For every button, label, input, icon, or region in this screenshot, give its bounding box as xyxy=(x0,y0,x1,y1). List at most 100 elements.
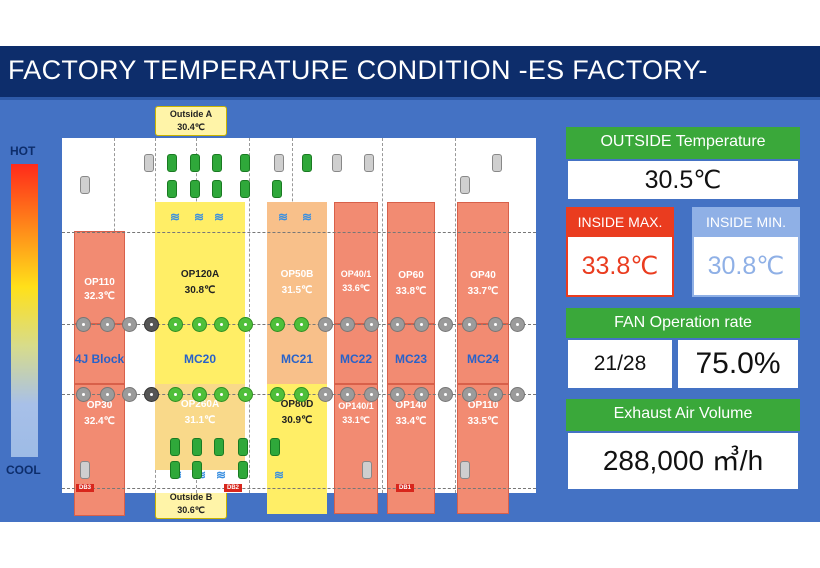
title-bar: FACTORY TEMPERATURE CONDITION -ES FACTOR… xyxy=(0,46,820,100)
db3-label: DB3 xyxy=(76,484,95,492)
exhaust-fan-icon xyxy=(238,461,248,479)
inside-max-panel: INSIDE MAX. 33.8℃ xyxy=(566,207,674,297)
zone-temp: 33.6℃ xyxy=(342,283,370,293)
zone-name: OP40/1 xyxy=(340,269,372,279)
ceiling-fan-icon xyxy=(270,317,285,332)
zone-temp: 32.3℃ xyxy=(84,291,115,302)
exhaust-fan-icon xyxy=(170,438,180,456)
zone-temp: 33.5℃ xyxy=(467,416,499,427)
outside-a-name: Outside A xyxy=(169,109,213,119)
exhaust-fan-icon xyxy=(214,438,224,456)
scale-cool-label: COOL xyxy=(6,463,41,477)
airflow-icon: ≋ xyxy=(170,210,181,224)
exhaust-fan-icon xyxy=(238,438,248,456)
ceiling-fan-icon xyxy=(438,317,453,332)
zone-name: OP60 xyxy=(398,270,424,281)
outside-temperature-label: OUTSIDE Temperature xyxy=(566,127,800,159)
zone-op110-top: OP110 32.3℃ xyxy=(74,231,125,324)
duct-icon xyxy=(492,154,502,172)
exhaust-air-panel: Exhaust Air Volume 288,000 ㎥/h xyxy=(566,399,800,491)
mc-4j-block: 4J Block xyxy=(74,352,125,366)
exhaust-fan-icon xyxy=(167,180,177,198)
ceiling-fan-icon xyxy=(390,387,405,402)
zone-op140: OP140 33.4℃ xyxy=(387,384,435,514)
ceiling-fan-icon xyxy=(488,387,503,402)
zone-temp: 30.8℃ xyxy=(184,285,216,296)
ceiling-fan-icon xyxy=(318,317,333,332)
airflow-icon: ≋ xyxy=(194,210,205,224)
scale-hot-label: HOT xyxy=(10,144,36,158)
fan-operation-count: 21/28 xyxy=(568,340,672,388)
zone-op60: OP60 33.8℃ xyxy=(387,202,435,324)
zone-temp: 33.1℃ xyxy=(342,415,370,425)
ceiling-fan-icon xyxy=(122,317,137,332)
duct-icon xyxy=(362,461,372,479)
zone-op120a: OP120A 30.8℃ xyxy=(155,202,245,324)
ceiling-fan-icon xyxy=(488,317,503,332)
exhaust-fan-icon xyxy=(272,180,282,198)
ceiling-fan-icon xyxy=(192,387,207,402)
duct-icon xyxy=(80,176,90,194)
zone-temp: 33.4℃ xyxy=(395,416,427,427)
inside-min-label: INSIDE MIN. xyxy=(705,214,787,230)
outside-temperature-value: 30.5℃ xyxy=(568,161,798,199)
ceiling-fan-icon xyxy=(340,387,355,402)
ceiling-fan-icon xyxy=(364,317,379,332)
zone-temp: 31.5℃ xyxy=(281,285,313,296)
ceiling-fan-icon xyxy=(214,317,229,332)
ceiling-fan-icon xyxy=(364,387,379,402)
ceiling-fan-icon xyxy=(294,387,309,402)
duct-icon xyxy=(460,461,470,479)
outside-a-tag: Outside A 30.4℃ xyxy=(155,106,227,136)
ceiling-fan-icon xyxy=(144,387,159,402)
exhaust-fan-icon xyxy=(167,154,177,172)
zone-name: OP30 xyxy=(86,400,113,411)
zone-op110-bottom: OP110 33.5℃ xyxy=(457,384,509,514)
zone-temp: 31.1℃ xyxy=(184,415,216,426)
zone-op30: OP30 32.4℃ xyxy=(74,384,125,516)
zone-name: OP140/1 xyxy=(338,401,374,411)
exhaust-fan-icon xyxy=(192,438,202,456)
ceiling-fan-icon xyxy=(414,387,429,402)
fan-operation-label: FAN Operation rate xyxy=(566,308,800,338)
exhaust-fan-icon xyxy=(170,461,180,479)
ceiling-fan-icon xyxy=(510,387,525,402)
duct-icon xyxy=(144,154,154,172)
zone-temp: 32.4℃ xyxy=(84,416,115,427)
temperature-scale-bar xyxy=(11,164,38,457)
ceiling-fan-icon xyxy=(318,387,333,402)
duct-icon xyxy=(332,154,342,172)
db2-label: DB2 xyxy=(224,484,243,492)
exhaust-fan-icon xyxy=(212,180,222,198)
zone-temp: 33.7℃ xyxy=(467,286,499,297)
zone-op40-1: OP40/1 33.6℃ xyxy=(334,202,378,324)
airflow-icon: ≋ xyxy=(302,210,313,224)
ceiling-fan-icon xyxy=(270,387,285,402)
mc-24: MC24 xyxy=(466,352,499,366)
zone-name: OP260A xyxy=(180,399,220,410)
zone-op50b: OP50B 31.5℃ xyxy=(267,202,327,324)
outside-b-name: Outside B xyxy=(169,492,213,502)
inside-min-panel: INSIDE MIN. 30.8℃ xyxy=(692,207,800,297)
zone-name: OP110 xyxy=(467,400,499,411)
ceiling-fan-icon xyxy=(462,317,477,332)
ceiling-fan-icon xyxy=(100,387,115,402)
zone-name: OP80D xyxy=(280,399,314,410)
mc-22: MC22 xyxy=(339,352,372,366)
ceiling-fan-icon xyxy=(144,317,159,332)
outside-temperature-panel: OUTSIDE Temperature 30.5℃ xyxy=(566,127,800,199)
ceiling-fan-icon xyxy=(76,387,91,402)
ceiling-fan-icon xyxy=(438,387,453,402)
zone-name: OP50B xyxy=(280,269,314,280)
ceiling-fan-icon xyxy=(214,387,229,402)
fan-operation-panel: FAN Operation rate 21/28 75.0% xyxy=(566,308,800,390)
zone-op140-1: OP140/1 33.1℃ xyxy=(334,384,378,514)
ceiling-fan-icon xyxy=(414,317,429,332)
zone-name: OP120A xyxy=(180,269,220,280)
ceiling-fan-icon xyxy=(168,317,183,332)
outside-a-temp: 30.4℃ xyxy=(177,122,205,132)
ceiling-fan-icon xyxy=(294,317,309,332)
outside-b-temp: 30.6℃ xyxy=(177,505,205,515)
ceiling-fan-icon xyxy=(100,317,115,332)
airflow-icon: ≋ xyxy=(214,210,225,224)
